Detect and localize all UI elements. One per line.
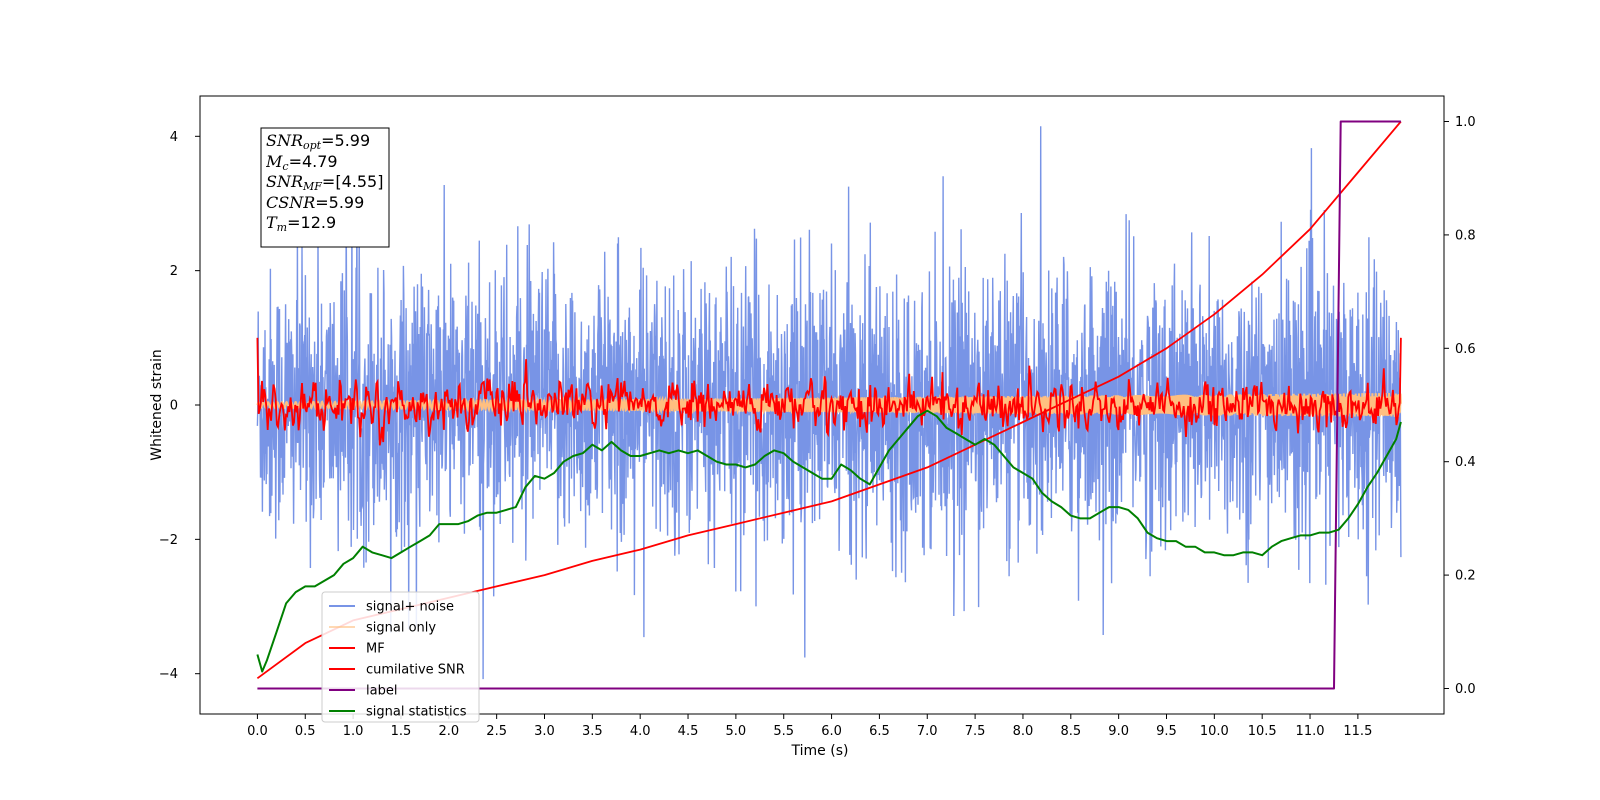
x-tick-label: 0.0 [247, 724, 268, 739]
x-tick-label: 6.0 [821, 724, 842, 739]
x-tick-label: 2.0 [438, 724, 459, 739]
legend-label: cumilative SNR [366, 663, 465, 678]
y-tick-label: 4 [170, 130, 178, 145]
x-tick-label: 0.5 [295, 724, 316, 739]
legend: signal+ noise signal only MF cumilative SNR… [321, 591, 480, 723]
y-axis-label: Whitened strain [149, 349, 165, 460]
annotation-tm: Tm=12.9 [266, 213, 337, 234]
y2-tick-label: 1.0 [1455, 115, 1476, 130]
x-tick-label: 5.0 [726, 724, 747, 739]
x-tick-label: 3.0 [534, 724, 555, 739]
x-tick-label: 7.0 [917, 724, 938, 739]
legend-label: signal statistics [366, 705, 467, 720]
annotation-csnr: CSNR=5.99 [266, 192, 365, 212]
x-tick-label: 10.5 [1248, 724, 1277, 739]
y2-tick-label: 0.2 [1455, 569, 1476, 584]
y2-tick-label: 0.4 [1455, 455, 1476, 470]
y-tick-label: 0 [170, 399, 178, 414]
x-tick-label: 9.0 [1108, 724, 1129, 739]
annotation-snr-mf: SNRMF=[4.55] [266, 172, 384, 193]
y2-tick-label: 0.6 [1455, 342, 1476, 357]
annotation-text: SNRopt=5.99 Mc=4.79 SNRMF=[4.55] CSNR=5.… [266, 131, 390, 234]
legend-label: MF [366, 642, 385, 657]
x-tick-label: 8.0 [1013, 724, 1034, 739]
x-tick-label: 11.0 [1296, 724, 1325, 739]
legend-label: signal only [366, 621, 436, 636]
x-tick-label: 6.5 [869, 724, 890, 739]
y-tick-label: −4 [159, 667, 178, 682]
stats-annotation: SNRopt=5.99 Mc=4.79 SNRMF=[4.55] CSNR=5.… [260, 127, 390, 248]
ticks-layer: 0.0 0.5 1.0 1.5 2.0 2.5 3.0 3.5 4.0 4.5 5.0 5.5 6.0 6… [159, 115, 1476, 739]
x-tick-label: 3.5 [582, 724, 603, 739]
legend-label: label [366, 684, 397, 699]
x-tick-label: 4.5 [678, 724, 699, 739]
annotation-box [260, 127, 390, 248]
x-tick-label: 11.5 [1343, 724, 1372, 739]
x-axis-label: Time (s) [791, 743, 849, 759]
x-tick-label: 7.5 [965, 724, 986, 739]
annotation-snr-opt: SNRopt=5.99 [266, 131, 371, 152]
x-tick-label: 10.0 [1200, 724, 1229, 739]
legend-frame [321, 591, 480, 723]
x-tick-label: 9.5 [1156, 724, 1177, 739]
x-tick-label: 4.0 [630, 724, 651, 739]
series-mf [256, 337, 1402, 446]
x-tick-label: 1.5 [391, 724, 412, 739]
y-tick-label: −2 [159, 533, 178, 548]
y2-tick-label: 0.8 [1455, 228, 1476, 243]
x-tick-label: 1.0 [343, 724, 364, 739]
annotation-mc: Mc=4.79 [266, 151, 338, 173]
legend-label: signal+ noise [366, 600, 454, 615]
x-tick-label: 2.5 [486, 724, 507, 739]
y2-tick-label: 0.0 [1455, 682, 1476, 697]
series-signal-statistics [256, 409, 1402, 673]
x-tick-label: 8.5 [1060, 724, 1081, 739]
series-label [257, 120, 1401, 690]
x-tick-label: 5.5 [773, 724, 794, 739]
y-tick-label: 2 [170, 264, 178, 279]
